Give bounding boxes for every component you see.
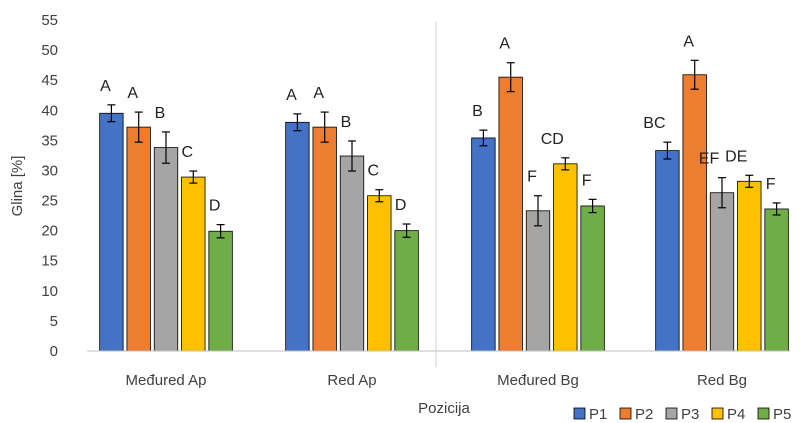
y-tick-label: 5	[50, 313, 58, 330]
y-tick-label: 35	[41, 132, 58, 149]
y-tick-label: 50	[41, 42, 58, 59]
y-tick-label: 40	[41, 102, 58, 119]
significance-letter: A	[499, 36, 510, 53]
y-tick-label: 0	[50, 343, 58, 360]
bar-p4-1	[367, 195, 392, 352]
bar-p5-0	[208, 230, 233, 352]
bar-p5-2	[580, 205, 605, 352]
y-tick-label: 20	[41, 223, 58, 240]
x-axis-categories: Međured Ap Red Ap Međured Bg Red Bg	[126, 372, 747, 389]
x-category-label: Međured Bg	[497, 372, 579, 389]
y-tick-label: 15	[41, 253, 58, 270]
x-axis-title: Pozicija	[418, 400, 470, 417]
significance-letter: B	[472, 103, 483, 120]
bar-p2-1	[312, 126, 337, 352]
significance-letter: D	[209, 198, 221, 215]
significance-letter: F	[766, 176, 776, 193]
significance-letter: D	[395, 197, 407, 214]
legend: P1 P2 P3 P4 P5	[573, 406, 791, 423]
bar-p4-3	[737, 180, 762, 352]
bar-p1-0	[99, 112, 124, 352]
y-tick-label: 55	[41, 12, 58, 29]
legend-swatch-p5	[757, 407, 770, 420]
significance-letter: B	[341, 114, 352, 131]
x-category-label: Red Bg	[697, 372, 747, 389]
bar-p2-0	[126, 126, 151, 352]
bars	[99, 74, 789, 352]
legend-swatch-p1	[573, 407, 586, 420]
significance-letter: EF	[699, 151, 720, 168]
significance-letter: A	[313, 85, 324, 102]
legend-label-p3: P3	[681, 406, 699, 423]
significance-letter: A	[127, 85, 138, 102]
error-bars	[107, 59, 781, 239]
significance-letter: A	[286, 87, 297, 104]
bar-p5-1	[394, 230, 419, 352]
bar-p4-2	[553, 163, 578, 352]
significance-letter: B	[155, 105, 166, 122]
legend-swatch-p2	[619, 407, 632, 420]
significance-letter: BC	[643, 115, 665, 132]
significance-letter: F	[527, 169, 537, 186]
y-tick-label: 10	[41, 283, 58, 300]
significance-letter: A	[683, 33, 694, 50]
bar-p1-1	[285, 121, 310, 352]
legend-swatch-p4	[711, 407, 724, 420]
significance-letter: F	[582, 172, 592, 189]
legend-swatch-p3	[665, 407, 678, 420]
bar-p4-0	[181, 176, 206, 352]
significance-letter: DE	[725, 148, 747, 165]
bar-p1-2	[471, 137, 496, 352]
bar-p3-3	[709, 192, 735, 352]
bar-p2-2	[498, 76, 523, 352]
bar-p3-0	[153, 147, 179, 352]
significance-letter: A	[100, 78, 111, 95]
bar-p3-2	[525, 210, 551, 352]
legend-label-p4: P4	[727, 406, 745, 423]
significance-letter: C	[182, 144, 194, 161]
significance-letter: CD	[541, 131, 564, 148]
legend-label-p5: P5	[773, 406, 791, 423]
y-tick-label: 25	[41, 193, 58, 210]
bar-p1-3	[655, 150, 680, 352]
bar-p3-1	[339, 155, 365, 352]
x-category-label: Red Ap	[327, 372, 376, 389]
bar-p2-3	[682, 74, 707, 352]
y-axis-ticks: 0 5 10 15 20 25 30 35 40 45 50 55	[41, 12, 58, 360]
y-axis-title: Glina [%]	[9, 156, 26, 217]
significance-letter: C	[368, 163, 380, 180]
y-tick-label: 30	[41, 162, 58, 179]
legend-label-p1: P1	[589, 406, 607, 423]
y-tick-label: 45	[41, 72, 58, 89]
bar-p5-3	[764, 208, 789, 352]
legend-label-p2: P2	[635, 406, 653, 423]
x-category-label: Međured Ap	[126, 372, 207, 389]
